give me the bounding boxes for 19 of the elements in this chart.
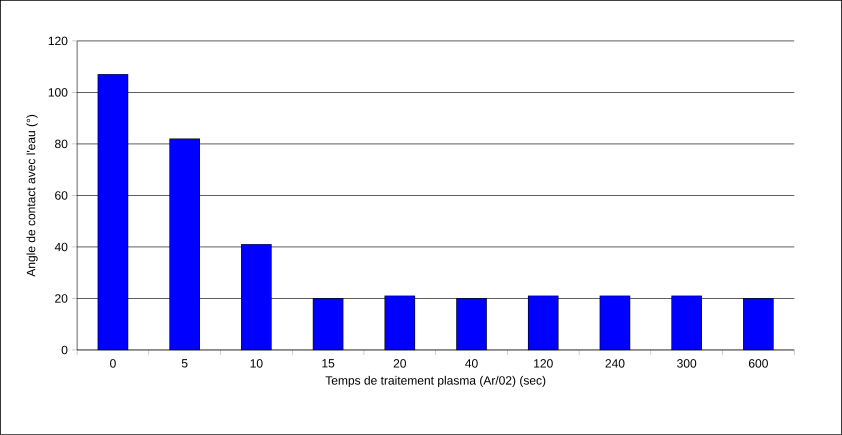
y-tick-label: 100 (48, 88, 68, 97)
x-tick-label: 300 (677, 359, 696, 368)
x-tick-label: 15 (322, 359, 334, 368)
x-tick-label: 240 (606, 359, 624, 368)
x-tick-label: 0 (110, 359, 116, 368)
x-axis-title: Temps de traitement plasma (Ar/02) (sec) (326, 376, 546, 388)
y-tick-label: 80 (55, 140, 68, 148)
x-tick-label: 600 (748, 359, 768, 368)
y-tick-label: 120 (48, 36, 68, 46)
x-tick-label: 120 (534, 359, 553, 368)
y-tick-label: 40 (54, 242, 68, 252)
x-tick-label: 40 (465, 359, 478, 368)
x-tick-label: 20 (394, 359, 406, 368)
x-tick-label: 10 (250, 359, 263, 368)
y-tick-label: 20 (55, 294, 68, 303)
y-axis-title: Angle de contact avec l'eau (°) (26, 114, 38, 277)
y-tick-label: 60 (55, 191, 68, 200)
x-tick-label: 5 (182, 359, 188, 368)
y-tick-label: 0 (62, 346, 68, 354)
